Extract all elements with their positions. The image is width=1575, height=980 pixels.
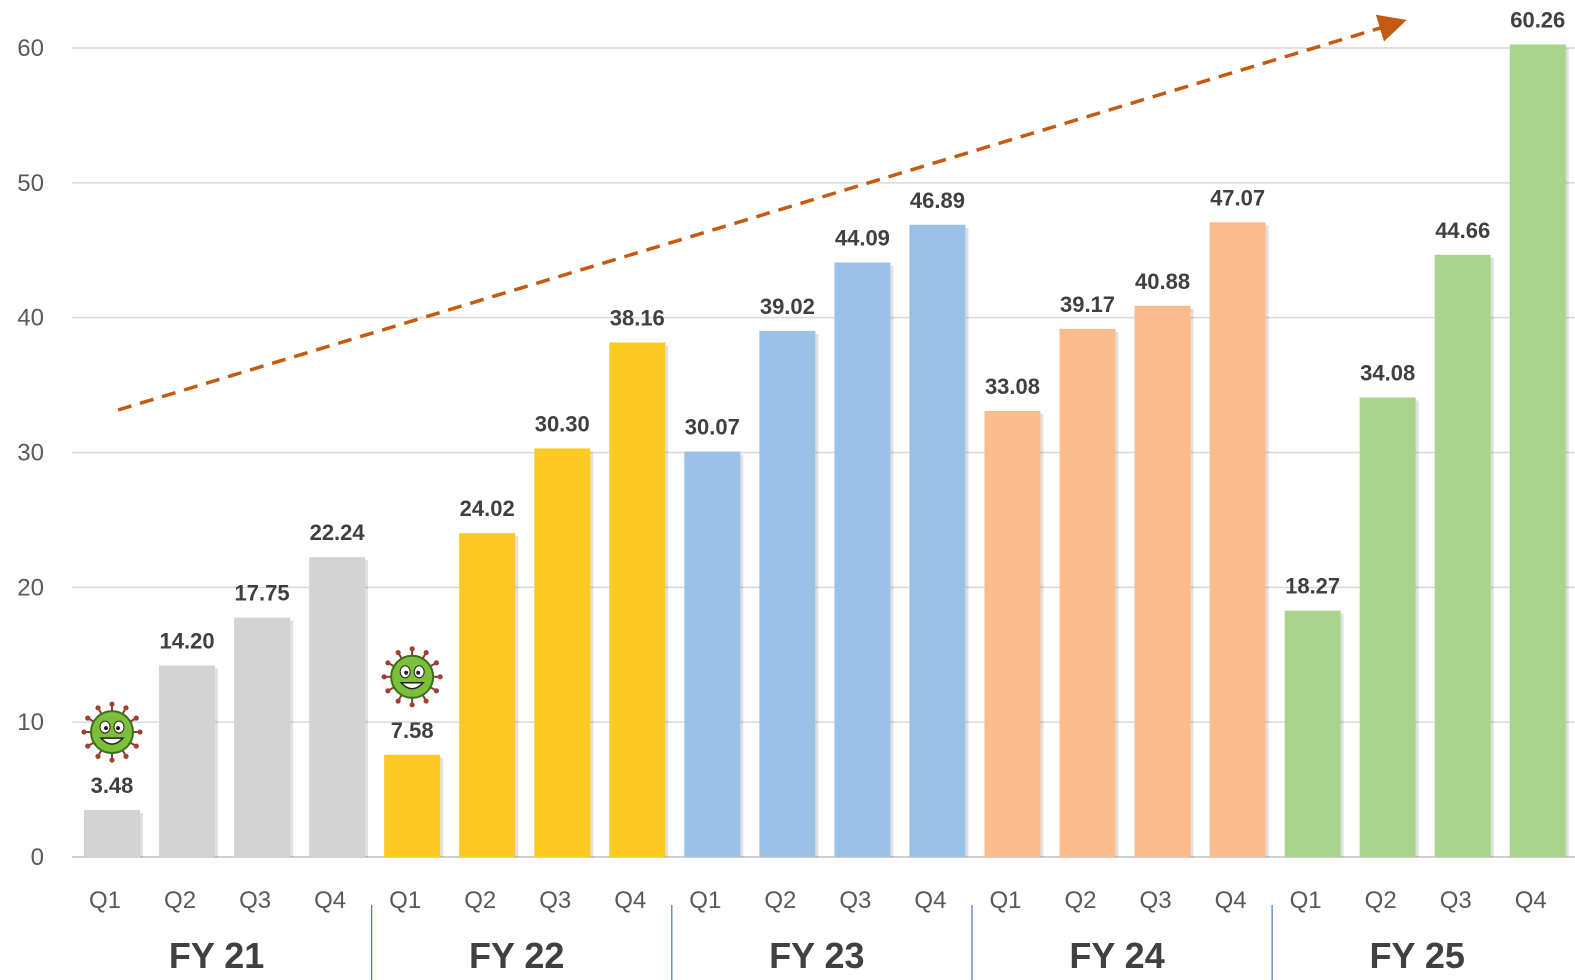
bar-fy21-q1 [84,810,140,857]
x-category-label: Q2 [1365,887,1397,914]
fiscal-year-label: FY 21 [169,935,264,976]
data-label: 39.02 [760,294,815,319]
bar-fy23-q2 [759,330,816,857]
bar-fy22-q4 [609,342,666,857]
x-category-label: Q3 [1140,887,1172,914]
data-label: 34.08 [1360,360,1415,385]
y-tick-label: 0 [31,844,44,871]
x-category-label: Q1 [89,887,121,914]
bar-fy22-q2 [459,533,516,857]
virus-icon [381,646,443,708]
data-label: 46.89 [910,188,965,213]
x-category-label: Q3 [1440,887,1472,914]
bar-fy23-q3 [834,262,891,857]
data-label: 3.48 [91,773,134,798]
x-category-label: Q2 [164,887,196,914]
bar-fy24-q1 [984,410,1041,857]
y-tick-label: 20 [17,574,44,601]
x-category-label: Q1 [389,887,421,914]
y-tick-label: 10 [17,709,44,736]
x-category-label: Q1 [1290,887,1322,914]
data-label: 30.30 [535,411,590,436]
x-category-label: Q2 [764,887,796,914]
x-category-label: Q3 [239,887,271,914]
bar-fy25-q1 [1284,610,1341,857]
virus-icons [81,646,443,763]
data-label: 30.07 [685,415,740,440]
bar-fy25-q4 [1509,44,1566,858]
gridlines [72,47,1575,858]
data-label: 44.66 [1435,218,1490,243]
data-label: 24.02 [460,496,515,521]
fiscal-year-label: FY 23 [769,935,864,976]
bar-fy25-q3 [1434,254,1491,857]
y-tick-label: 50 [17,170,44,197]
fiscal-year-label: FY 22 [469,935,564,976]
data-label: 47.07 [1210,185,1265,210]
fiscal-year-group-labels: FY 21 FY 22 FY 23 FY 24 FY 25 [169,905,1465,980]
x-category-label: Q1 [989,887,1021,914]
x-category-label: Q1 [689,887,721,914]
x-category-label: Q4 [614,887,646,914]
data-label: 18.27 [1285,574,1340,599]
data-label: 60.26 [1510,7,1565,32]
y-tick-label: 60 [17,35,44,62]
bar-fy23-q4 [909,224,966,858]
x-category-label: Q2 [464,887,496,914]
x-category-label: Q4 [314,887,346,914]
data-label: 14.20 [160,629,215,654]
x-category-label: Q2 [1065,887,1097,914]
data-labels: 3.48 14.20 17.75 22.24 7.58 24.02 30.30 38.16 30… [91,7,1566,798]
fiscal-year-label: FY 25 [1369,935,1464,976]
x-category-label: Q3 [539,887,571,914]
fiscal-year-label: FY 24 [1069,935,1164,976]
y-tick-label: 40 [17,305,44,332]
bar-fy24-q3 [1134,305,1191,857]
data-label: 40.88 [1135,269,1190,294]
data-label: 39.17 [1060,292,1115,317]
y-axis-ticks: 0 10 20 30 40 50 60 [17,35,44,871]
data-label: 22.24 [310,520,366,545]
trend-arrow [117,14,1407,412]
data-label: 17.75 [235,581,290,606]
data-label: 38.16 [610,305,665,330]
x-category-label: Q4 [914,887,946,914]
x-category-label: Q4 [1515,887,1547,914]
bar-fy21-q3 [234,617,291,857]
bar-fy24-q2 [1059,328,1116,858]
x-category-label: Q4 [1215,887,1247,914]
bar-fy25-q2 [1359,397,1416,857]
bar-fy22-q1 [384,754,441,857]
bars [84,44,1569,858]
data-label: 44.09 [835,226,890,251]
bar-fy21-q4 [309,557,366,857]
y-tick-label: 30 [17,440,44,467]
x-axis-quarter-labels: Q1 Q2 Q3 Q4 Q1 Q2 Q3 Q4 Q1 Q2 Q3 Q4 Q1 Q2 Q3 Q4 Q1 Q2 Q3 Q4 [89,887,1547,914]
x-category-label: Q3 [839,887,871,914]
bar-fy21-q2 [159,665,216,857]
bar-fy24-q4 [1209,222,1266,858]
data-label: 33.08 [985,374,1040,399]
bar-fy22-q3 [534,448,591,857]
bar-fy23-q1 [684,451,741,857]
virus-icon [81,701,143,763]
data-label: 7.58 [391,718,434,743]
